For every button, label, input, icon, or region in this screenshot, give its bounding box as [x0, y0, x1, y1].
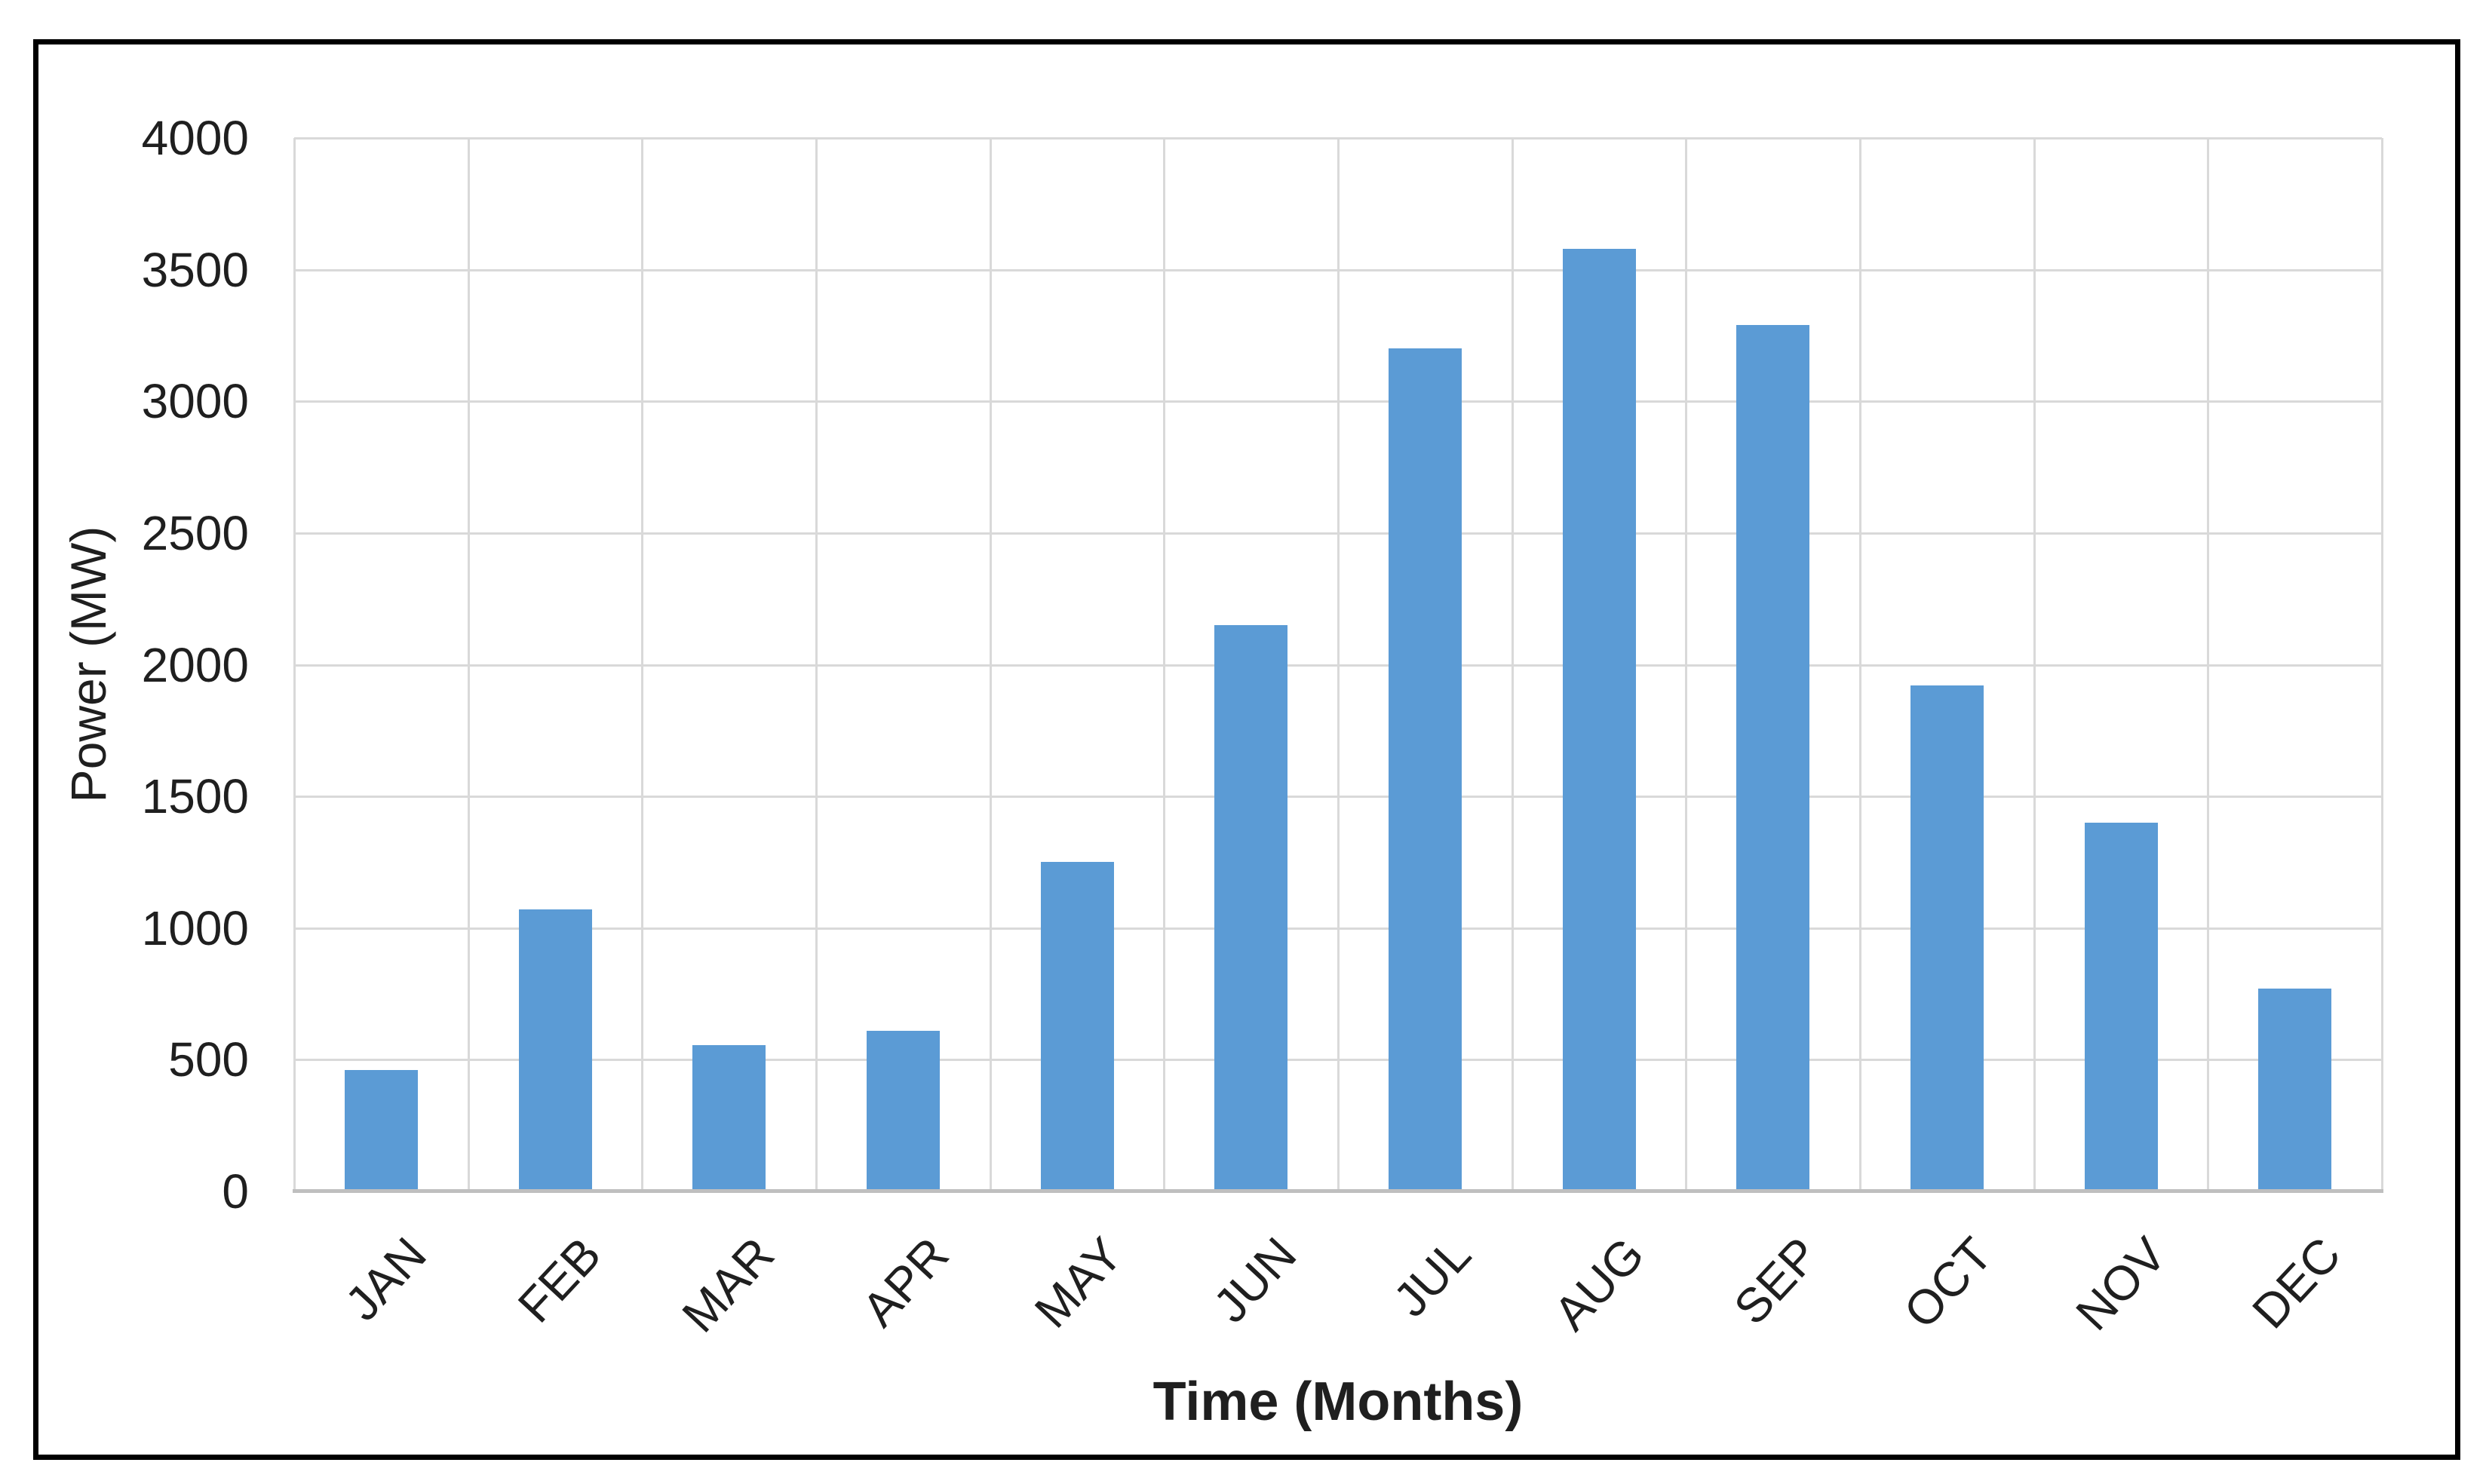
v-gridline	[1337, 138, 1340, 1191]
v-gridline	[989, 138, 992, 1191]
bar-mar	[692, 1045, 766, 1191]
bar-feb	[518, 909, 592, 1191]
bar-aug	[1562, 249, 1636, 1191]
x-axis-line	[293, 1189, 2383, 1193]
v-gridline	[1511, 138, 1514, 1191]
v-gridline	[1685, 138, 1688, 1191]
v-gridline	[293, 138, 296, 1191]
y-tick-label: 500	[168, 1032, 249, 1087]
y-tick-label: 2000	[141, 637, 249, 692]
y-tick-label: 0	[222, 1164, 249, 1219]
v-gridline	[815, 138, 818, 1191]
bar-jan	[344, 1070, 418, 1191]
v-gridline	[641, 138, 644, 1191]
bar-may	[1040, 862, 1114, 1191]
v-gridline	[2381, 138, 2383, 1191]
y-tick-label: 1000	[141, 900, 249, 955]
bar-apr	[866, 1031, 940, 1191]
v-gridline	[1163, 138, 1166, 1191]
y-tick-label: 3000	[141, 374, 249, 429]
y-tick-label: 1500	[141, 769, 249, 824]
v-gridline	[1859, 138, 1861, 1191]
x-axis-title: Time (Months)	[1152, 1372, 1524, 1432]
y-tick-label: 4000	[141, 111, 249, 165]
bar-sep	[1736, 325, 1810, 1191]
bar-oct	[1910, 685, 1984, 1191]
bar-dec	[2258, 989, 2332, 1191]
bar-jun	[1214, 625, 1288, 1191]
v-gridline	[467, 138, 470, 1191]
y-tick-label: 3500	[141, 242, 249, 297]
y-axis-title: Power (MW)	[60, 526, 116, 803]
bar-nov	[2084, 823, 2158, 1191]
bar-jul	[1388, 348, 1462, 1191]
plot-area	[293, 137, 2383, 1193]
v-gridline	[2033, 138, 2036, 1191]
y-tick-label: 2500	[141, 505, 249, 560]
v-gridline	[2207, 138, 2210, 1191]
